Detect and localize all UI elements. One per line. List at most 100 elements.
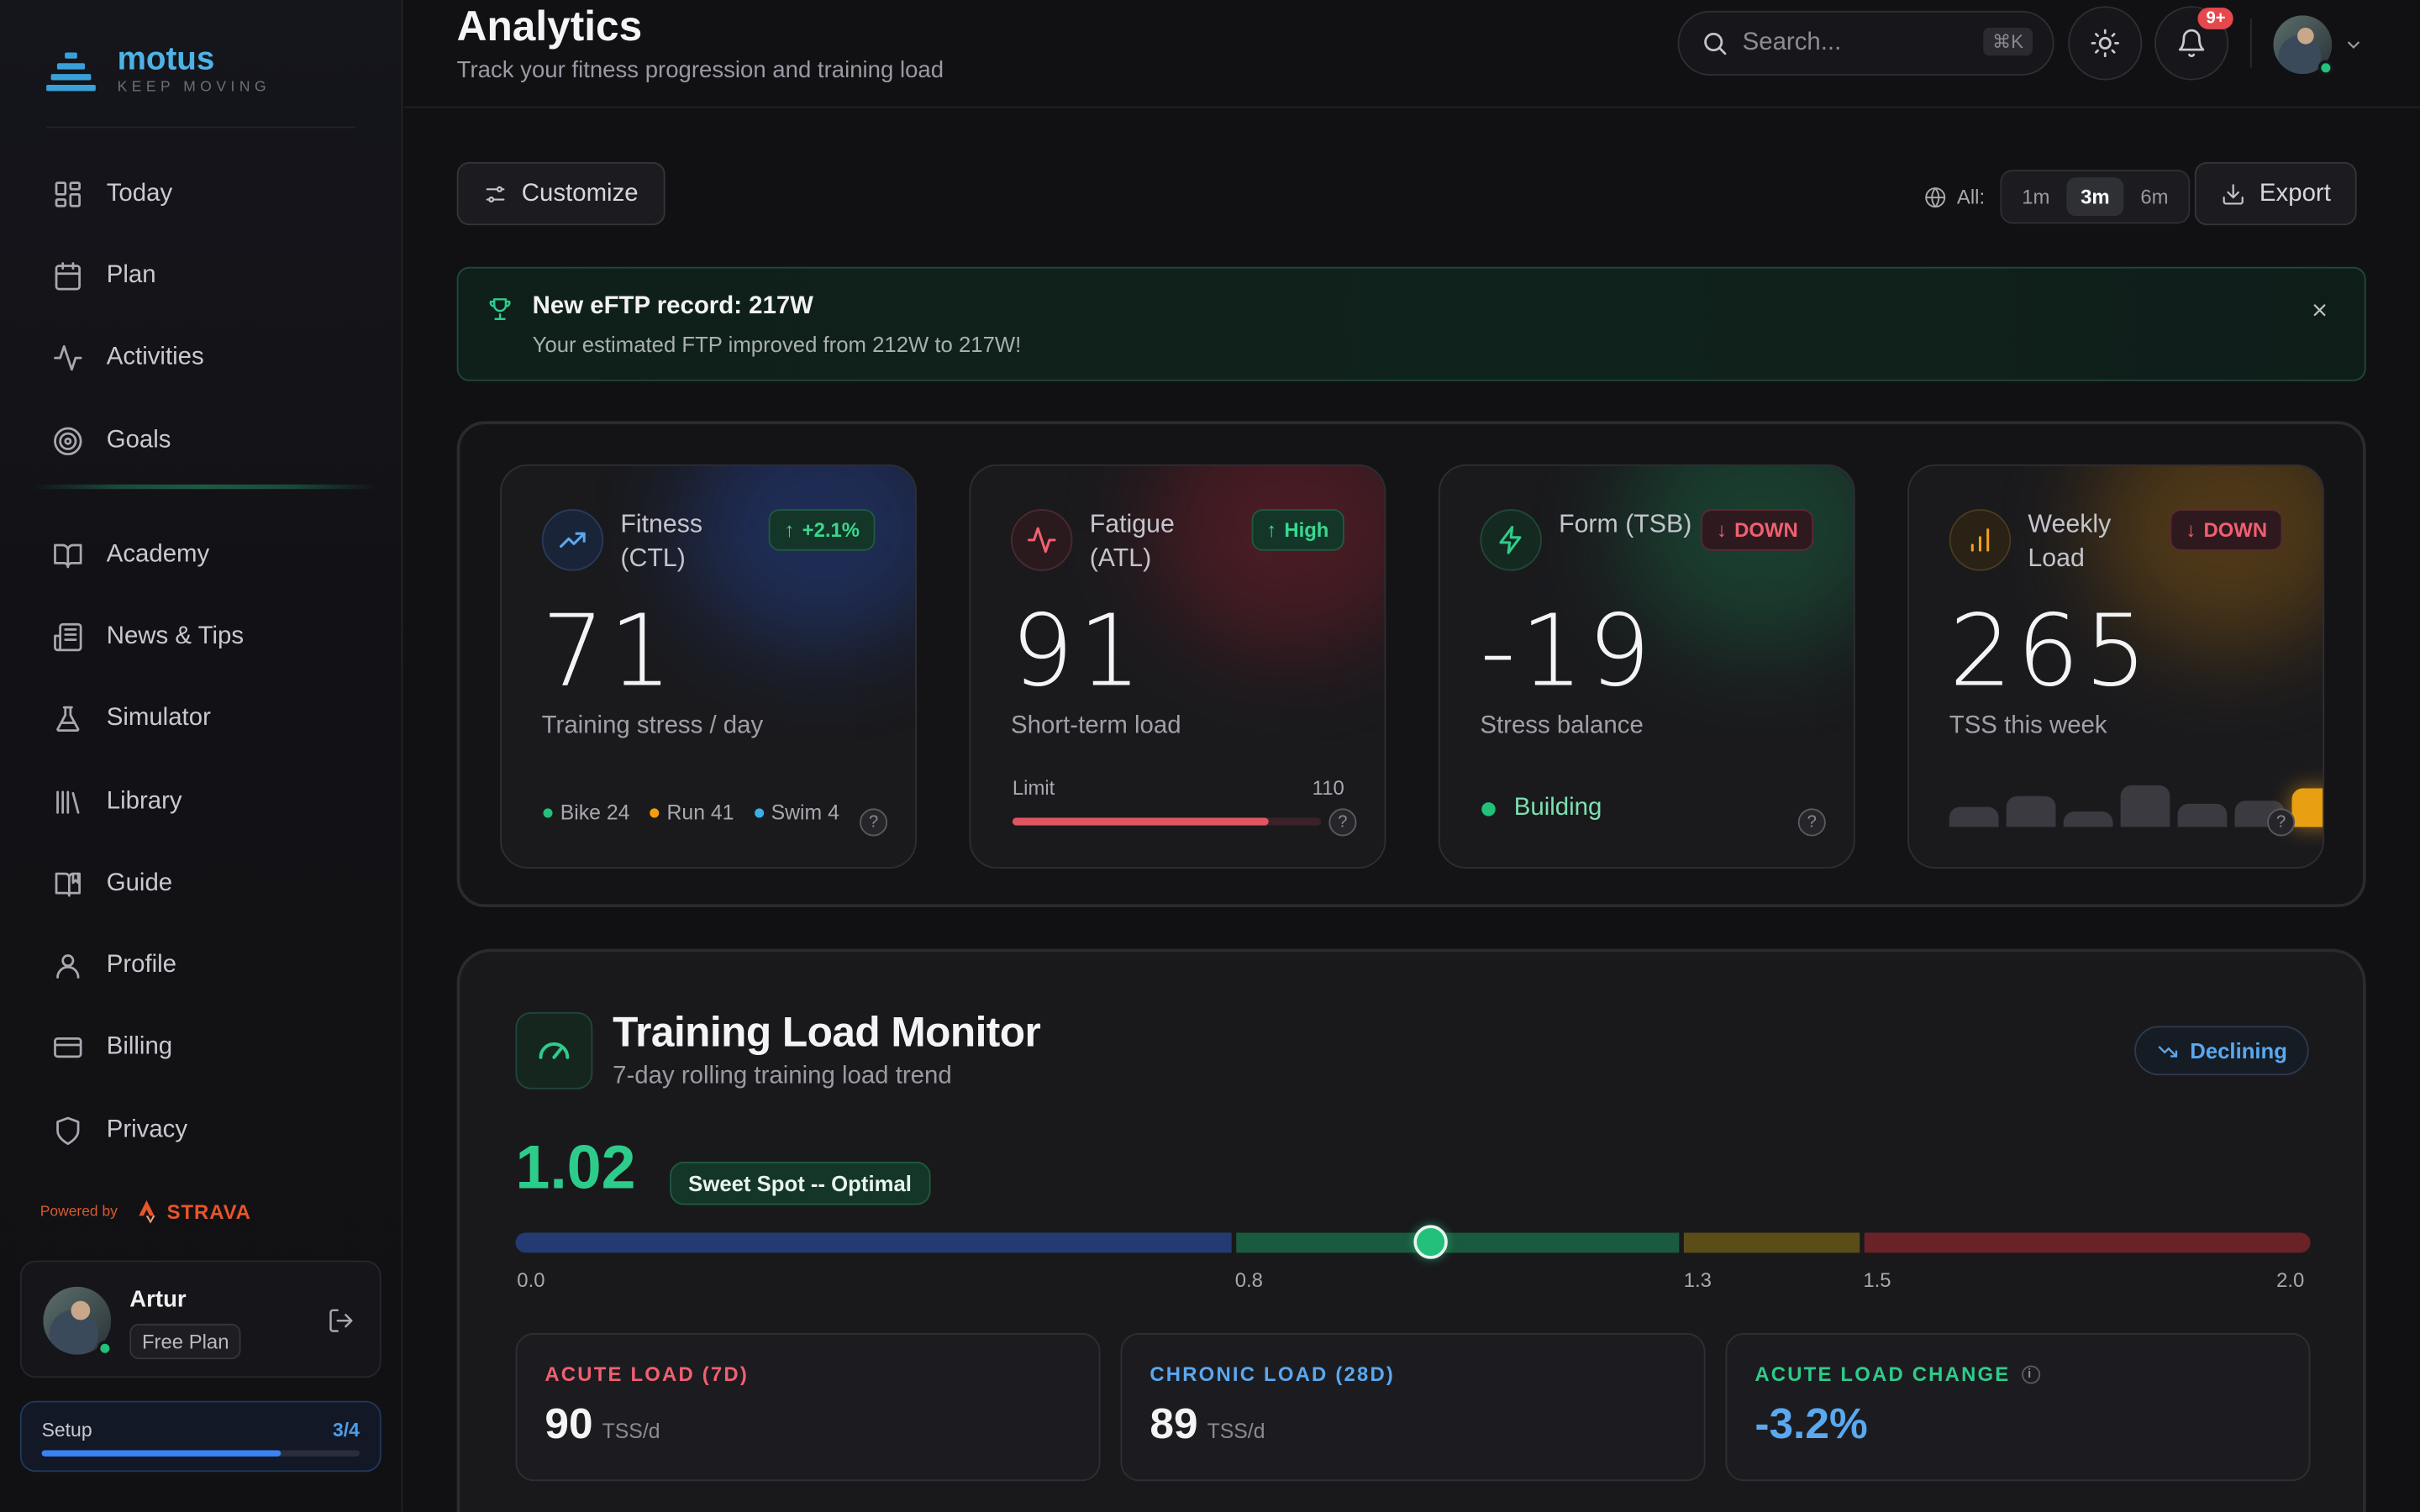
sidebar-item-privacy[interactable]: Privacy xyxy=(31,1089,380,1172)
gauge-marker[interactable] xyxy=(1413,1225,1449,1259)
strava-wordmark: STRAVA xyxy=(166,1200,251,1224)
card-label: CHRONIC LOAD (28D) xyxy=(1150,1362,1396,1386)
metric-card-fatigue[interactable]: Fatigue (ATL) ↑ High 91 Short-term load L… xyxy=(969,464,1386,869)
sidebar-item-activities[interactable]: Activities xyxy=(31,318,380,400)
limit-label: Limit xyxy=(1012,775,1055,800)
load-ratio-value: 1.02 xyxy=(515,1133,636,1202)
legend-run: Run 41 xyxy=(650,801,734,824)
sidebar-item-label: Activities xyxy=(106,344,204,371)
setup-label: Setup xyxy=(41,1419,92,1441)
brand-logo[interactable]: motus KEEP MOVING xyxy=(46,41,271,96)
divider xyxy=(2249,18,2252,68)
export-button[interactable]: Export xyxy=(2194,161,2358,226)
banner-title: New eFTP record: 217W xyxy=(532,292,813,320)
sidebar-item-simulator[interactable]: Simulator xyxy=(31,678,380,760)
card-value: 89 TSS/d xyxy=(1150,1399,1265,1447)
legend-swim: Swim 4 xyxy=(754,801,839,824)
metric-description: TSS this week xyxy=(1949,712,2107,739)
book-bookmark-icon xyxy=(55,872,81,897)
arrow-down-icon: ↓ xyxy=(2186,518,2196,542)
notifications-button[interactable]: 9+ xyxy=(2154,6,2233,81)
sidebar-item-library[interactable]: Library xyxy=(31,760,380,843)
gauge-tick-label: 2.0 xyxy=(2276,1268,2305,1292)
help-icon[interactable]: ? xyxy=(1328,808,1357,837)
badge-text: DOWN xyxy=(2203,518,2268,542)
metric-value: -19 xyxy=(1480,595,1655,710)
form-status: Building xyxy=(1481,795,1602,822)
search-shortcut: ⌘K xyxy=(1983,28,2033,56)
user-icon xyxy=(56,954,80,979)
sidebar-item-academy[interactable]: Academy xyxy=(31,514,380,596)
sidebar-item-news[interactable]: News & Tips xyxy=(31,596,380,679)
customize-button[interactable]: Customize xyxy=(456,161,665,226)
plan-badge[interactable]: Free Plan xyxy=(129,1323,242,1360)
sidebar-item-today[interactable]: Today xyxy=(31,153,380,235)
card-label: ACUTE LOAD CHANGE i xyxy=(1754,1362,2040,1385)
sidebar-item-label: Billing xyxy=(106,1034,173,1061)
metric-status-badge: ↑ High xyxy=(1250,509,1344,551)
zone-badge: Sweet Spot -- Optimal xyxy=(670,1162,930,1205)
powered-by-label: Powered by xyxy=(39,1203,118,1221)
range-option-6m[interactable]: 6m xyxy=(2140,185,2169,208)
close-icon[interactable] xyxy=(2309,299,2331,321)
sidebar-item-billing[interactable]: Billing xyxy=(31,1007,380,1089)
chevron-down-icon[interactable] xyxy=(2343,34,2365,55)
sidebar-item-label: Today xyxy=(106,180,173,207)
section-title: Training Load Monitor xyxy=(613,1009,1041,1056)
strava-logo: STRAVA xyxy=(139,1200,251,1224)
sidebar-item-guide[interactable]: Guide xyxy=(31,843,380,925)
avatar[interactable] xyxy=(43,1286,113,1357)
motus-logo-icon xyxy=(46,46,96,92)
user-name: Artur xyxy=(129,1286,187,1314)
range-option-1m[interactable]: 1m xyxy=(2022,185,2050,208)
sidebar-item-goals[interactable]: Goals xyxy=(31,400,380,482)
acute-load-card: ACUTE LOAD (7D) 90 TSS/d xyxy=(515,1332,1101,1482)
metric-card-weekly-load[interactable]: Weekly Load ↓ DOWN 265 TSS this week ? xyxy=(1907,464,2325,869)
top-header: Analytics Track your fitness progression… xyxy=(404,0,2420,108)
help-icon[interactable]: ? xyxy=(860,808,888,837)
online-status-dot xyxy=(97,1341,113,1357)
sidebar-item-label: News & Tips xyxy=(106,622,245,650)
page-subtitle: Track your fitness progression and train… xyxy=(456,56,944,84)
card-label: ACUTE LOAD (7D) xyxy=(544,1362,750,1386)
setup-progress[interactable]: Setup 3/4 xyxy=(19,1400,381,1473)
load-ratio-gauge: 0.0 0.8 1.3 1.5 2.0 xyxy=(515,1225,2311,1291)
search-input[interactable] xyxy=(1742,29,1959,57)
sidebar-item-plan[interactable]: Plan xyxy=(31,235,380,318)
sidebar-item-profile[interactable]: Profile xyxy=(31,925,380,1007)
sun-icon xyxy=(2091,29,2119,58)
limit-progress-track xyxy=(1012,817,1322,826)
metric-description: Training stress / day xyxy=(541,712,764,739)
badge-text: DOWN xyxy=(1734,518,1798,542)
help-icon[interactable]: ? xyxy=(2267,808,2296,837)
weekly-bar xyxy=(2006,796,2056,827)
arrow-down-icon: ↓ xyxy=(1717,518,1727,542)
credit-card-icon xyxy=(54,1037,82,1058)
sidebar-item-label: Simulator xyxy=(106,705,211,732)
powered-by-strava[interactable]: Powered by STRAVA xyxy=(40,1200,251,1224)
arrow-up-icon: ↑ xyxy=(784,518,795,542)
header-avatar[interactable] xyxy=(2273,15,2334,76)
card-value: 90 TSS/d xyxy=(544,1399,660,1447)
range-option-3m[interactable]: 3m xyxy=(2066,177,2124,217)
logout-icon[interactable] xyxy=(327,1307,355,1335)
metric-value: 91 xyxy=(1011,595,1146,710)
info-icon[interactable]: i xyxy=(2021,1364,2040,1383)
user-card[interactable]: Artur Free Plan xyxy=(19,1260,381,1378)
customize-label: Customize xyxy=(521,179,639,207)
card-value: -3.2% xyxy=(1754,1399,1868,1447)
trend-badge[interactable]: Declining xyxy=(2134,1026,2309,1076)
lightning-icon xyxy=(1480,509,1542,571)
weekly-bar xyxy=(2291,788,2323,827)
target-icon xyxy=(54,426,82,455)
theme-toggle-button[interactable] xyxy=(2068,6,2143,81)
metric-card-fitness[interactable]: Fitness (CTL) ↑ +2.1% 71 Training stress … xyxy=(500,464,917,869)
metric-label: Fitness (CTL) xyxy=(620,510,703,573)
metric-card-form[interactable]: Form (TSB) ↓ DOWN -19 Stress balance Buil… xyxy=(1438,464,1855,869)
search-box[interactable]: ⌘K xyxy=(1677,10,2054,76)
page-title: Analytics xyxy=(456,3,643,50)
help-icon[interactable]: ? xyxy=(1797,808,1826,837)
section-subtitle: 7-day rolling training load trend xyxy=(613,1063,952,1089)
brand-name: motus xyxy=(117,41,215,77)
